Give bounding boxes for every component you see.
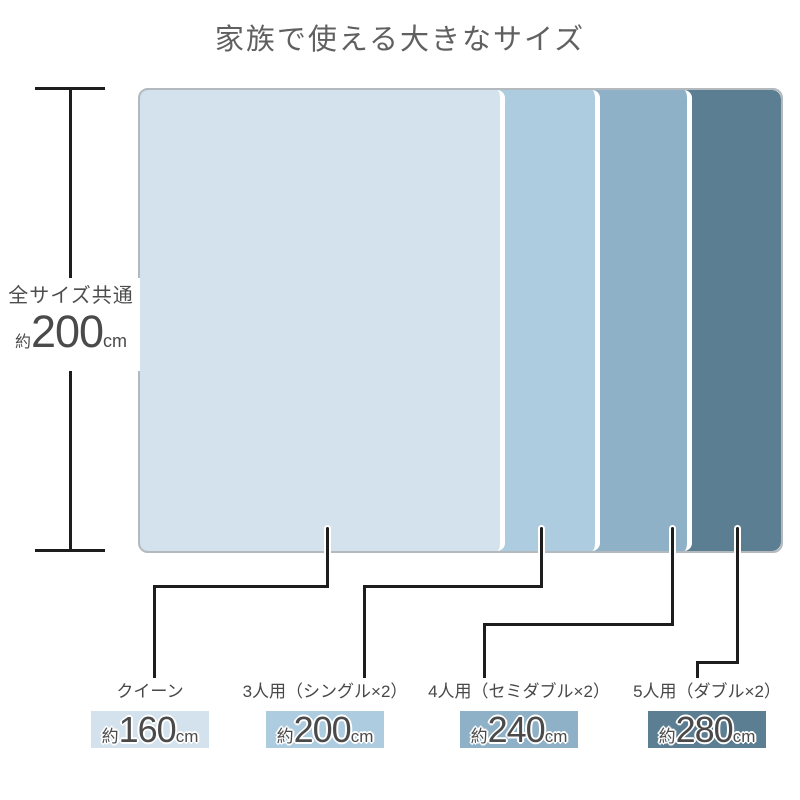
leader-5person-horizontal <box>696 661 739 664</box>
size-number: 200 <box>293 709 352 750</box>
size-name: 5人用（ダブル×2） <box>633 682 781 701</box>
size-group-queen: クイーン 約 160 cm <box>45 681 255 750</box>
dimension-cap-bottom <box>35 549 105 552</box>
common-height-caption: 全サイズ共通 <box>8 285 134 307</box>
leader-3person-drop <box>363 585 366 678</box>
size-group-5person: 5人用（ダブル×2） 約 280 cm <box>602 681 800 750</box>
size-group-4person: 4人用（セミダブル×2） 約 240 cm <box>414 681 624 750</box>
size-name: 3人用（シングル×2） <box>242 682 408 701</box>
leader-queen-vertical <box>326 527 329 588</box>
approx-prefix: 約 <box>14 334 31 351</box>
size-rect-stack <box>140 90 781 551</box>
approx-prefix: 約 <box>658 727 676 746</box>
leader-3person-vertical <box>540 527 543 588</box>
size-name: クイーン <box>116 682 184 701</box>
size-badge: 約 200 cm <box>265 709 385 750</box>
size-number: 280 <box>675 709 734 750</box>
approx-prefix: 約 <box>101 727 119 746</box>
leader-queen-horizontal <box>153 585 329 588</box>
size-unit: cm <box>544 727 568 746</box>
common-height-value: 約200cm <box>2 309 140 365</box>
leader-3person-horizontal <box>363 585 543 588</box>
leader-4person-horizontal <box>483 623 674 626</box>
approx-prefix: 約 <box>276 727 294 746</box>
size-number: 240 <box>487 709 546 750</box>
leader-4person-vertical <box>671 527 674 626</box>
size-name: 4人用（セミダブル×2） <box>428 682 610 701</box>
size-badge: 約 240 cm <box>459 709 579 750</box>
size-number: 160 <box>118 709 177 750</box>
height-number: 200 <box>30 306 104 357</box>
size-unit: cm <box>732 727 756 746</box>
leader-queen-drop <box>153 585 156 678</box>
size-unit: cm <box>175 727 199 746</box>
common-height-label: 全サイズ共通 約200cm <box>2 278 140 371</box>
size-badge: 約 160 cm <box>90 709 210 750</box>
approx-prefix: 約 <box>470 727 488 746</box>
size-unit: cm <box>350 727 374 746</box>
size-rect-queen <box>140 90 505 551</box>
leader-5person-vertical <box>736 527 739 664</box>
leader-4person-drop <box>483 623 486 678</box>
size-group-3person: 3人用（シングル×2） 約 200 cm <box>220 681 430 750</box>
leader-5person-drop <box>696 661 699 678</box>
size-badge: 約 280 cm <box>647 709 767 750</box>
height-unit: cm <box>103 331 128 351</box>
page-title: 家族で使える大きなサイズ <box>214 24 586 56</box>
